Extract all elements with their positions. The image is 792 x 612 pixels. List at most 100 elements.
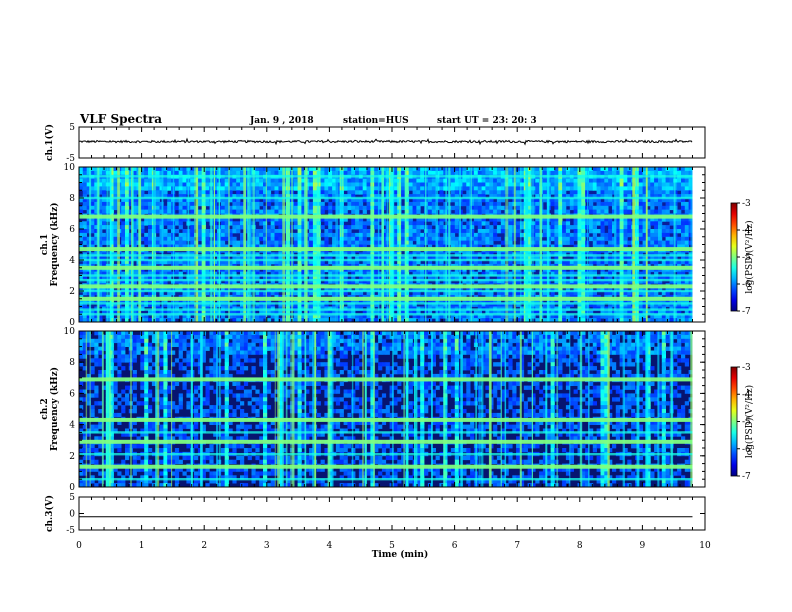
spectrogram-cell [608,260,613,265]
spectrogram-cell [554,225,559,230]
spectrogram-cell [604,232,609,238]
spectrogram-cell [516,256,521,261]
spectrogram-cell [293,314,298,319]
spectrogram-cell [98,260,103,265]
spectrogram-cell [324,302,329,307]
spectrogram-cell [558,314,563,319]
spectrogram-cell [316,194,321,199]
spectrogram-cell [454,291,459,296]
spectrogram-cell [213,201,218,207]
spectrogram-cell [519,178,525,183]
spectrogram-cell [301,225,306,230]
spectrogram-cell [98,182,103,187]
spectrogram-cell [167,291,172,296]
spectrogram-cell [316,209,321,214]
spectrogram-cell [577,302,582,307]
ch1-waveform-panel: 5-5ch.1(V) [44,123,706,164]
spectrogram-cell [358,279,364,284]
spectrogram-cell [220,302,226,307]
spectrogram-cell [573,244,578,249]
spectrogram-cell [470,318,475,323]
spectrogram-cell [278,232,283,238]
spectrogram-cell [98,275,103,280]
spectrogram-cell [144,167,149,172]
spectrogram-cell [94,314,99,319]
spectrogram-cell [259,229,264,234]
spectrogram-cell [301,318,306,323]
spectrogram-cell [224,190,229,195]
spectrogram-cell [355,209,360,214]
spectrogram-cell [293,186,298,191]
spectrogram-cell [378,232,383,238]
spectrogram-cell [332,291,337,296]
spectrogram-cell [500,318,505,323]
spectrogram-cell [374,170,379,176]
spectrogram-cell [577,229,582,234]
spectrogram-cell [569,302,574,307]
spectrogram-cell [466,291,471,296]
spectrogram-cell [404,201,410,207]
spectrogram-cell [332,302,337,307]
spectrogram-cell [240,256,245,261]
spectrogram-cell [240,310,245,315]
spectrogram-cell [477,287,482,292]
spectrogram-cell [140,302,145,307]
spectrogram-cell [167,267,172,273]
spectrogram-cell [228,287,233,292]
spectrogram-cell [228,170,233,176]
spectrogram-cell [516,314,521,319]
spectrogram-cell [493,170,498,176]
spectrogram-cell [220,260,226,265]
spectrogram-cell [615,186,620,191]
spectrogram-cell [589,205,594,211]
spectrogram-cell [197,244,203,249]
spectrogram-cell [508,318,513,323]
spectrogram-cell [113,267,118,273]
spectrogram-cell [182,287,187,292]
spectrogram-cell [608,256,613,261]
spectrogram-cell [347,236,352,242]
spectrogram-cell [355,217,360,222]
spectrogram-cell [232,302,237,307]
spectrogram-cell [182,194,187,199]
spectrogram-cell [466,318,471,323]
spectrogram-cell [86,190,91,195]
spectrogram-cell [393,256,398,261]
spectrogram-cell [293,267,298,273]
spectrogram-cell [508,221,513,226]
spectrogram-cell [450,314,456,319]
spectrogram-cell [82,240,87,245]
spectrogram-cell [600,310,605,315]
spectrogram-cell [473,167,479,172]
spectrogram-cell [312,167,318,172]
spectrogram-cell [270,205,275,211]
spectrogram-cell [374,225,379,230]
spectrogram-cell [309,287,314,292]
spectrogram-cell [255,314,260,319]
spectrogram-cell [493,167,498,172]
spectrogram-cell [144,240,149,245]
spectrogram-cell [263,298,268,304]
spectrogram-cell [542,182,548,187]
spectrogram-cell [496,314,502,319]
spectrogram-cell [205,209,210,214]
spectrogram-cell [347,318,352,323]
spectrogram-cell [454,205,459,211]
spectrogram-cell [320,217,325,222]
spectrogram-cell [266,291,272,296]
spectrogram-cell [224,275,229,280]
spectrogram-cell [328,182,333,187]
spectrogram-cell [144,260,149,265]
spectrogram-cell [565,298,571,304]
spectrogram-cell [596,201,601,207]
spectrogram-cell [301,287,306,292]
spectrogram-cell [496,186,502,191]
spectrogram-cell [343,271,348,276]
spectrogram-cell [462,198,467,203]
spectrogram-cell [416,167,421,172]
spectrogram-cell [109,298,114,304]
spectrogram-cell [201,240,206,245]
spectrogram-cell [596,186,601,191]
spectrogram-cell [328,287,333,292]
spectrogram-cell [592,225,597,230]
